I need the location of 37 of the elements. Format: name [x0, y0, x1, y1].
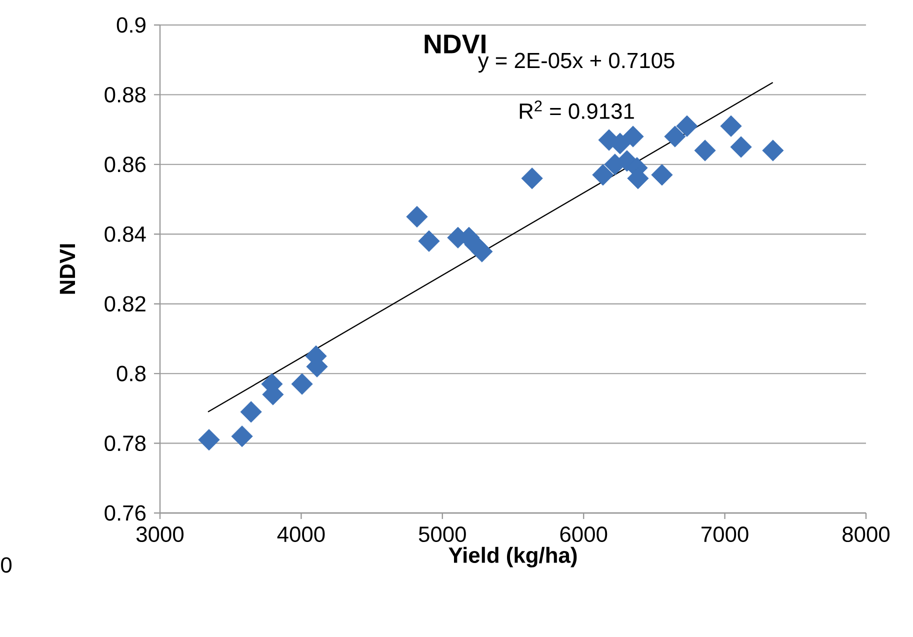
point: [694, 140, 716, 162]
x-tick-label: 6000: [560, 526, 608, 542]
y-axis-title: NDVI: [60, 244, 75, 294]
y-tick-label: 0.82: [104, 296, 146, 312]
annotation: R$^{2}$ = 0.9131: [520, 100, 634, 119]
point: [592, 164, 614, 186]
x-axis-title: Yield (kg/ha): [448, 546, 577, 568]
point: [676, 115, 698, 137]
x-tick-label: 4000: [277, 526, 325, 542]
annotation: y = 2E-05x + 0.7105: [478, 52, 674, 73]
y-tick-label: 0.86: [104, 156, 146, 172]
point: [651, 164, 673, 186]
y-tick-label: 0.78: [104, 436, 146, 452]
point: [240, 401, 262, 423]
chart-title: NDVI: [424, 34, 486, 54]
point: [418, 230, 440, 252]
y-tick-label: 0.88: [104, 86, 146, 102]
point: [471, 240, 493, 262]
y-tick-label: 0.76: [104, 505, 146, 521]
point: [406, 206, 428, 228]
y-tick-label: 0.8: [116, 366, 146, 382]
point: [730, 136, 752, 158]
x-tick-label: 8000: [842, 526, 890, 542]
point: [762, 140, 784, 162]
point: [198, 428, 220, 451]
y-tick-label: 0.9: [116, 17, 146, 33]
point: [622, 126, 644, 148]
y-tick-label: 0.84: [104, 226, 146, 242]
point: [231, 426, 253, 448]
x-tick-label: 3000: [136, 526, 184, 542]
x-tick-label: 7000: [702, 526, 748, 542]
point: [521, 168, 543, 190]
point: [720, 115, 742, 137]
point: [291, 373, 313, 395]
x-tick-label: 5000: [418, 526, 466, 542]
point: [664, 126, 686, 148]
text: 0: [1, 557, 12, 573]
